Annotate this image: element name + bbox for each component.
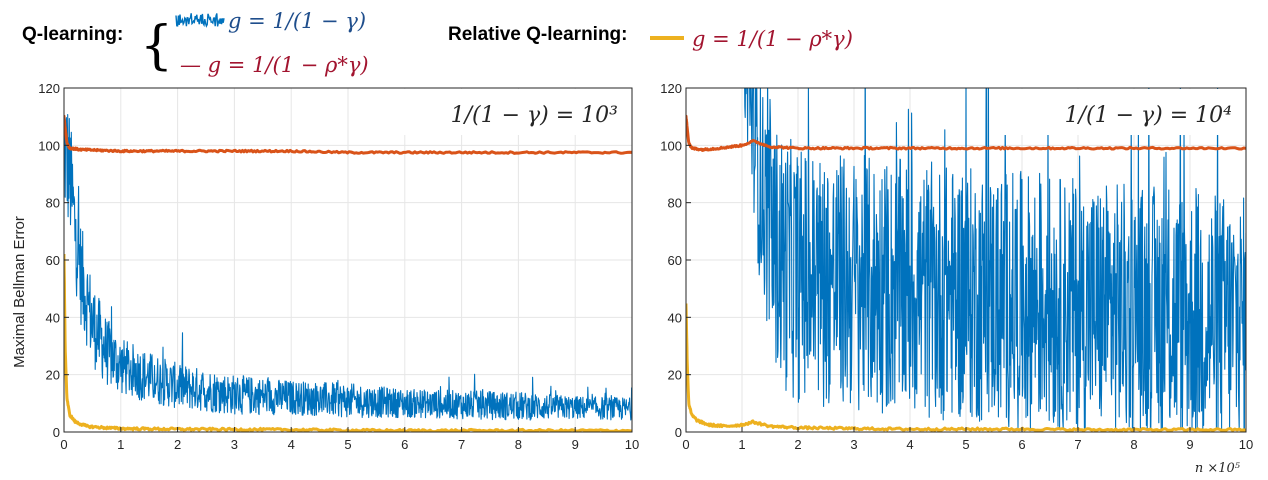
legend: Q-learning: { g = 1/(1 − γ) — g = 1/(1 −… — [22, 9, 853, 77]
x-tick-label: 3 — [231, 437, 238, 452]
y-tick-label: 40 — [46, 310, 60, 325]
series-relative-q — [686, 303, 1246, 432]
y-tick-label: 20 — [46, 368, 60, 383]
x-tick-label: 2 — [794, 437, 801, 452]
legend-entry-qlearning-rho: — g = 1/(1 − ρ*γ) — [180, 53, 369, 77]
x-tick-label: 1 — [117, 437, 124, 452]
x-tick-label: 5 — [962, 437, 969, 452]
series-line-q-rho — [686, 114, 1246, 152]
series-relative-q — [64, 254, 632, 432]
x-tick-label: 8 — [1130, 437, 1137, 452]
legend-entry-qlearning-standard: g = 1/(1 − γ) — [228, 9, 366, 33]
y-tick-label: 100 — [660, 138, 682, 153]
y-tick-label: 0 — [675, 425, 682, 440]
y-tick-label: 60 — [668, 253, 682, 268]
series-line-q-standard — [732, 88, 1246, 430]
legend-entry-relative: g = 1/(1 − ρ*γ) — [692, 27, 853, 51]
x-tick-label: 2 — [174, 437, 181, 452]
y-tick-label: 120 — [38, 81, 60, 96]
x-tick-label: 10 — [1239, 437, 1253, 452]
y-tick-label: 60 — [46, 253, 60, 268]
chart-annotation: 1/(1 − γ) = 10³ — [451, 103, 618, 128]
y-tick-label: 0 — [53, 425, 60, 440]
y-tick-label: 40 — [668, 310, 682, 325]
y-tick-label: 120 — [660, 81, 682, 96]
series-line-q-rho — [64, 114, 632, 155]
series-q-standard — [732, 88, 1246, 430]
legend-brace: { — [140, 16, 173, 76]
x-tick-label: 0 — [682, 437, 689, 452]
x-tick-label: 5 — [344, 437, 351, 452]
x-axis-label: n ×10⁵ — [1195, 461, 1241, 476]
x-tick-label: 7 — [458, 437, 465, 452]
series-q-standard — [64, 114, 632, 421]
x-tick-label: 7 — [1074, 437, 1081, 452]
series-q-rho — [64, 114, 632, 155]
legend-swatch-qlearning-standard — [175, 13, 225, 28]
legend-relative-label: Relative Q-learning: — [448, 24, 628, 45]
y-tick-label: 80 — [46, 196, 60, 211]
x-tick-label: 4 — [288, 437, 295, 452]
x-tick-label: 1 — [738, 437, 745, 452]
x-tick-label: 6 — [1018, 437, 1025, 452]
y-tick-label: 20 — [668, 368, 682, 383]
legend-qlearning-label: Q-learning: — [22, 24, 123, 45]
x-tick-label: 6 — [401, 437, 408, 452]
y-axis-label: Maximal Bellman Error — [11, 216, 28, 368]
series-line-relative-q — [64, 254, 632, 432]
x-tick-label: 4 — [906, 437, 913, 452]
y-tick-label: 100 — [38, 138, 60, 153]
annotation-background — [390, 89, 630, 135]
x-tick-label: 8 — [515, 437, 522, 452]
series-line-q-standard — [64, 114, 632, 421]
series-q-rho — [686, 114, 1246, 152]
series-line-relative-q — [686, 303, 1246, 432]
annotation-background — [1004, 89, 1244, 135]
x-tick-label: 10 — [625, 437, 639, 452]
x-tick-label: 9 — [1186, 437, 1193, 452]
legend-noise-line — [175, 13, 225, 28]
chart-annotation: 1/(1 − γ) = 10⁴ — [1065, 103, 1232, 128]
x-tick-label: 9 — [572, 437, 579, 452]
y-tick-label: 80 — [668, 196, 682, 211]
x-tick-label: 3 — [850, 437, 857, 452]
x-tick-label: 0 — [60, 437, 67, 452]
